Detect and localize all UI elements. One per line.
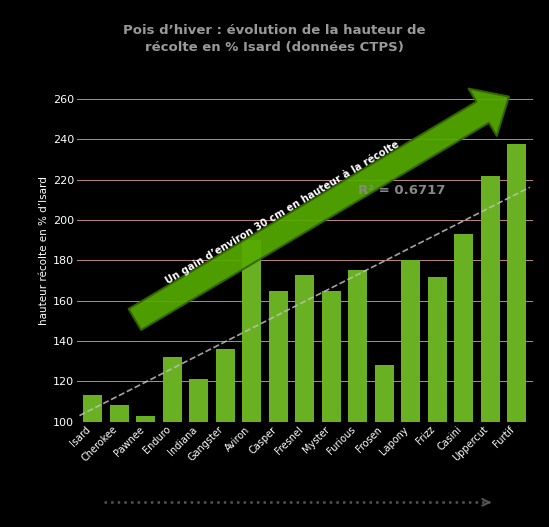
Bar — [401, 260, 420, 527]
Text: Un gain d’environ 30 cm en hauteur à la récolte: Un gain d’environ 30 cm en hauteur à la … — [164, 139, 401, 286]
Bar — [295, 275, 314, 527]
Bar — [83, 395, 102, 527]
Bar — [428, 277, 447, 527]
Bar — [136, 416, 155, 527]
Bar — [163, 357, 182, 527]
Bar — [374, 365, 394, 527]
Bar — [189, 379, 208, 527]
Bar — [507, 143, 526, 527]
Bar — [268, 290, 288, 527]
Text: 2021: 2021 — [475, 495, 511, 510]
Bar — [110, 405, 129, 527]
Text: 2004: 2004 — [55, 495, 90, 510]
Text: Pois d’hiver : évolution de la hauteur de
récolte en % Isard (données CTPS): Pois d’hiver : évolution de la hauteur d… — [123, 24, 426, 54]
Bar — [322, 290, 341, 527]
Bar — [454, 234, 473, 527]
Bar — [242, 240, 261, 527]
Bar — [348, 270, 367, 527]
Text: R² = 0.6717: R² = 0.6717 — [358, 184, 445, 197]
Bar — [216, 349, 235, 527]
Bar — [480, 176, 500, 527]
Y-axis label: hauteur récolte en % d’Isard: hauteur récolte en % d’Isard — [38, 176, 49, 325]
